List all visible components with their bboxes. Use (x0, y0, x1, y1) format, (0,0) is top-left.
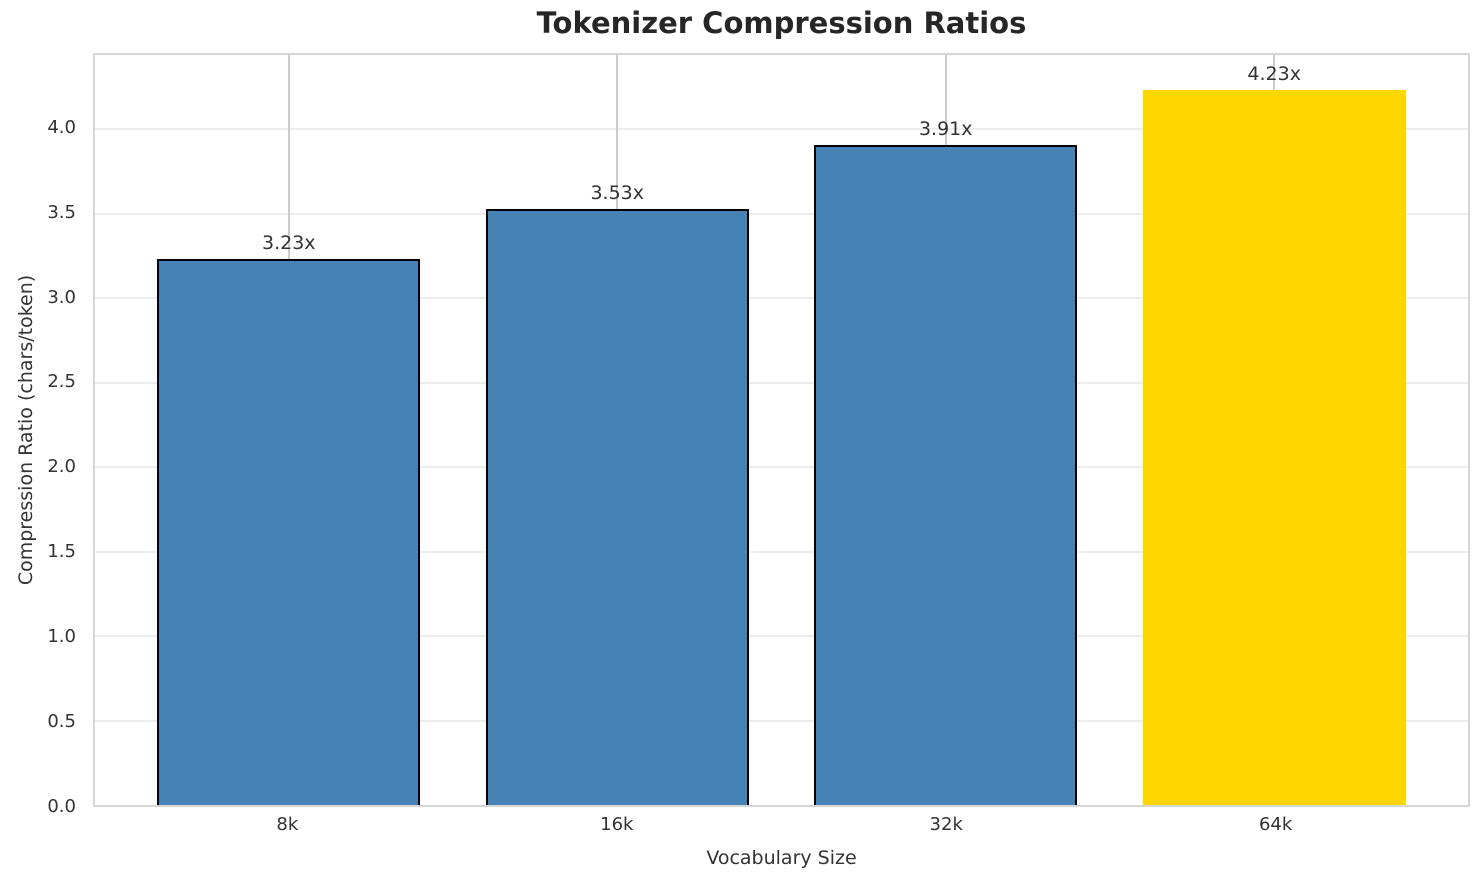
h-gridline (95, 297, 1468, 300)
plot-area: 3.23x 3.53x 3.91x 4.23x (93, 53, 1470, 807)
x-tick-label: 16k (600, 814, 634, 835)
x-tick-label: 32k (929, 814, 963, 835)
bar-8k (157, 259, 421, 805)
h-gridline (95, 128, 1468, 131)
bar-value-label: 3.91x (918, 117, 973, 140)
h-gridline (95, 635, 1468, 638)
chart-title: Tokenizer Compression Ratios (536, 6, 1027, 40)
h-gridline (95, 212, 1468, 215)
bar-16k (485, 208, 749, 805)
bar-64k (1142, 90, 1406, 805)
y-tick-label: 0.0 (47, 796, 76, 817)
y-tick-label: 3.5 (47, 201, 76, 223)
y-tick-label: 1.0 (47, 626, 76, 648)
x-axis-ticks: 8k 16k 32k 64k (93, 814, 1470, 842)
h-gridline (95, 381, 1468, 384)
y-tick-label: 3.0 (47, 286, 76, 308)
bar-value-label: 3.23x (262, 232, 316, 255)
y-tick-label: 1.5 (47, 541, 76, 563)
h-gridline (95, 466, 1468, 469)
bar-value-label: 3.53x (590, 181, 645, 204)
y-tick-label: 0.5 (47, 711, 76, 733)
bar-value-label: 4.23x (1247, 63, 1301, 86)
bar-32k (814, 144, 1078, 805)
h-gridline (95, 719, 1468, 722)
y-axis-ticks: 0.0 0.5 1.0 1.5 2.0 2.5 3.0 3.5 4.0 (0, 53, 84, 817)
y-tick-label: 4.0 (47, 116, 76, 138)
h-gridline (95, 550, 1468, 553)
x-tick-label: 64k (1258, 814, 1293, 835)
y-tick-label: 2.5 (47, 371, 76, 393)
y-tick-label: 2.0 (47, 456, 76, 478)
x-tick-label: 8k (276, 814, 299, 835)
x-axis-label: Vocabulary Size (706, 847, 857, 869)
